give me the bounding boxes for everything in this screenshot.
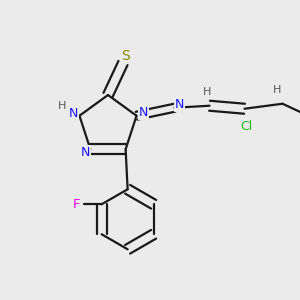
Text: N: N xyxy=(69,107,78,120)
Text: H: H xyxy=(58,101,67,111)
Text: Cl: Cl xyxy=(240,120,253,133)
Text: N: N xyxy=(139,106,148,119)
Text: N: N xyxy=(81,146,90,159)
Text: F: F xyxy=(73,198,80,211)
Text: H: H xyxy=(203,87,212,97)
Text: H: H xyxy=(273,85,282,95)
Text: N: N xyxy=(175,98,184,111)
Text: S: S xyxy=(122,49,130,63)
